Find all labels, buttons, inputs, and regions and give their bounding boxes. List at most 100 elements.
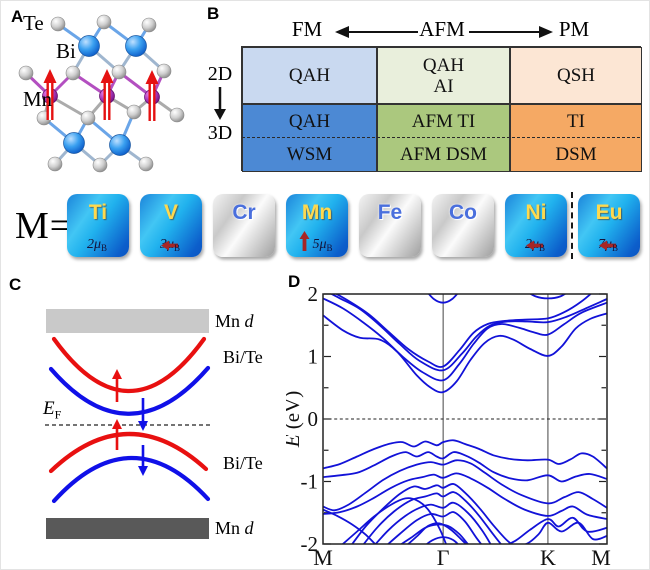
band-line (406, 522, 468, 544)
spin-down-arrow-icon (138, 445, 148, 476)
phase-text: AFM TI (411, 111, 476, 132)
phase-text: QAH (422, 54, 465, 76)
phase-table: QAH QAH AI QSH QAH WSM AFM TI AFM DSM TI DSM (241, 46, 642, 172)
phase-text: AI (433, 75, 454, 97)
phase-text: WSM (286, 144, 333, 165)
down-arrow-icon (214, 87, 226, 120)
band-line (323, 439, 607, 470)
panel-d-label: D (288, 272, 301, 291)
valence-spin-down-curve (51, 456, 211, 504)
te-atom-label: Te (23, 11, 44, 35)
element-symbol: Mn (301, 201, 333, 224)
phase-cell-2d-2: QSH (510, 47, 642, 104)
band-line (323, 297, 607, 382)
phase-text: QAH (288, 65, 331, 86)
y-tick-label: 0 (308, 407, 319, 431)
mn-atom-label: Mn (23, 87, 53, 111)
arrow-right-icon (539, 26, 553, 38)
phase-cell-3d-1: AFM TI AFM DSM (377, 104, 510, 172)
element-symbol: Co (449, 201, 477, 224)
phase-text: QAH (288, 111, 331, 132)
element-symbol: Ti (88, 201, 108, 224)
element-tile-ni: Ni 2μB (505, 194, 567, 257)
bi-atoms (63, 35, 147, 156)
phase-text: DSM (555, 144, 597, 165)
panel-a-label: A (11, 7, 24, 26)
valence-spin-up-curve (48, 431, 209, 474)
bi-te-top-label: Bi/Te (223, 347, 263, 367)
band-line (334, 294, 592, 368)
schematic-band-diagram (45, 309, 213, 539)
band-line (351, 483, 514, 544)
band-line (362, 491, 502, 544)
bi-te-bottom-label: Bi/Te (223, 453, 263, 473)
phase-cell-3d-0: QAH WSM (242, 104, 377, 172)
band-line (323, 312, 607, 394)
bi-atom-label: Bi (56, 39, 76, 63)
band-line (323, 472, 607, 520)
panel-c-label: C (9, 275, 22, 294)
mn-d-top-label: Mn d (215, 311, 254, 331)
spin-up-arrows (43, 69, 159, 121)
band-line (427, 294, 459, 304)
element-tile-mn: Mn 5 μ B (286, 194, 348, 257)
spin-up-arrow-icon (112, 419, 122, 450)
y-tick-label: -2 (301, 532, 319, 556)
arrow-left-icon (335, 26, 349, 38)
y-axis-label: E (eV) (286, 391, 304, 449)
element-symbol: Fe (377, 201, 403, 224)
pm-header: PM (558, 17, 590, 41)
panel-b-label: B (207, 4, 220, 23)
phase-text: TI (567, 111, 585, 132)
conduction-spin-down-curve (48, 365, 211, 416)
m-equals-label: M= (15, 205, 73, 247)
band-line (386, 511, 483, 544)
magnetic-moment: 3μB (140, 236, 200, 254)
y-tick-label: -1 (301, 470, 319, 494)
band-line (329, 294, 607, 372)
fermi-label: EF (43, 398, 62, 422)
element-symbol: Cr (232, 201, 256, 224)
dimension-3d-label: 3D (207, 122, 233, 144)
band-line (374, 501, 492, 544)
band-line (523, 521, 607, 544)
element-tile-v: V 3μB (140, 194, 202, 257)
x-tick-label: M (313, 545, 333, 570)
phase-cell-2d-0: QAH (242, 47, 377, 104)
x-tick-label: M (591, 545, 611, 570)
x-tick-label: Γ (437, 545, 450, 570)
element-tile-cr: Cr (213, 194, 275, 257)
tile-divider-dashed (571, 192, 573, 259)
mn-d-band-top (46, 309, 209, 333)
element-tile-co: Co (432, 194, 494, 257)
band-line (323, 451, 607, 483)
header-arrows (335, 26, 553, 38)
x-tick-label: K (540, 545, 556, 570)
crystal-structure-diagram (18, 14, 185, 173)
magnetic-moment: 7μB (578, 236, 638, 254)
y-tick-label: 1 (308, 345, 319, 369)
fm-header: FM (291, 17, 323, 41)
y-tick-label: 2 (308, 282, 319, 306)
element-symbol: Ni (525, 201, 547, 224)
afm-header: AFM (419, 17, 465, 41)
band-line (323, 459, 607, 512)
element-tile-ti: Ti 2 μ B (67, 194, 129, 257)
element-tiles-row: Ti 2μB V 3μB Cr Mn 5μB Fe Co Ni 2μB Eu 7μB (67, 194, 640, 257)
band-line (323, 508, 377, 544)
spin-down-arrow-icon (138, 398, 148, 431)
element-tile-fe: Fe (359, 194, 421, 257)
phase-cell-2d-1: QAH AI (377, 47, 510, 104)
spin-up-arrow-icon (112, 369, 122, 402)
band-structure-plot: -2 -1 0 1 2 E (eV) M Γ K M (286, 282, 611, 570)
conduction-spin-up-curve (51, 336, 207, 393)
element-tile-eu: Eu 7μB (578, 194, 640, 257)
phase-cell-3d-2: TI DSM (510, 104, 642, 172)
magnetic-moment: 2μB (505, 236, 565, 254)
te-atoms (18, 14, 185, 173)
phase-text: AFM DSM (399, 144, 488, 165)
element-symbol: Eu (595, 201, 623, 224)
